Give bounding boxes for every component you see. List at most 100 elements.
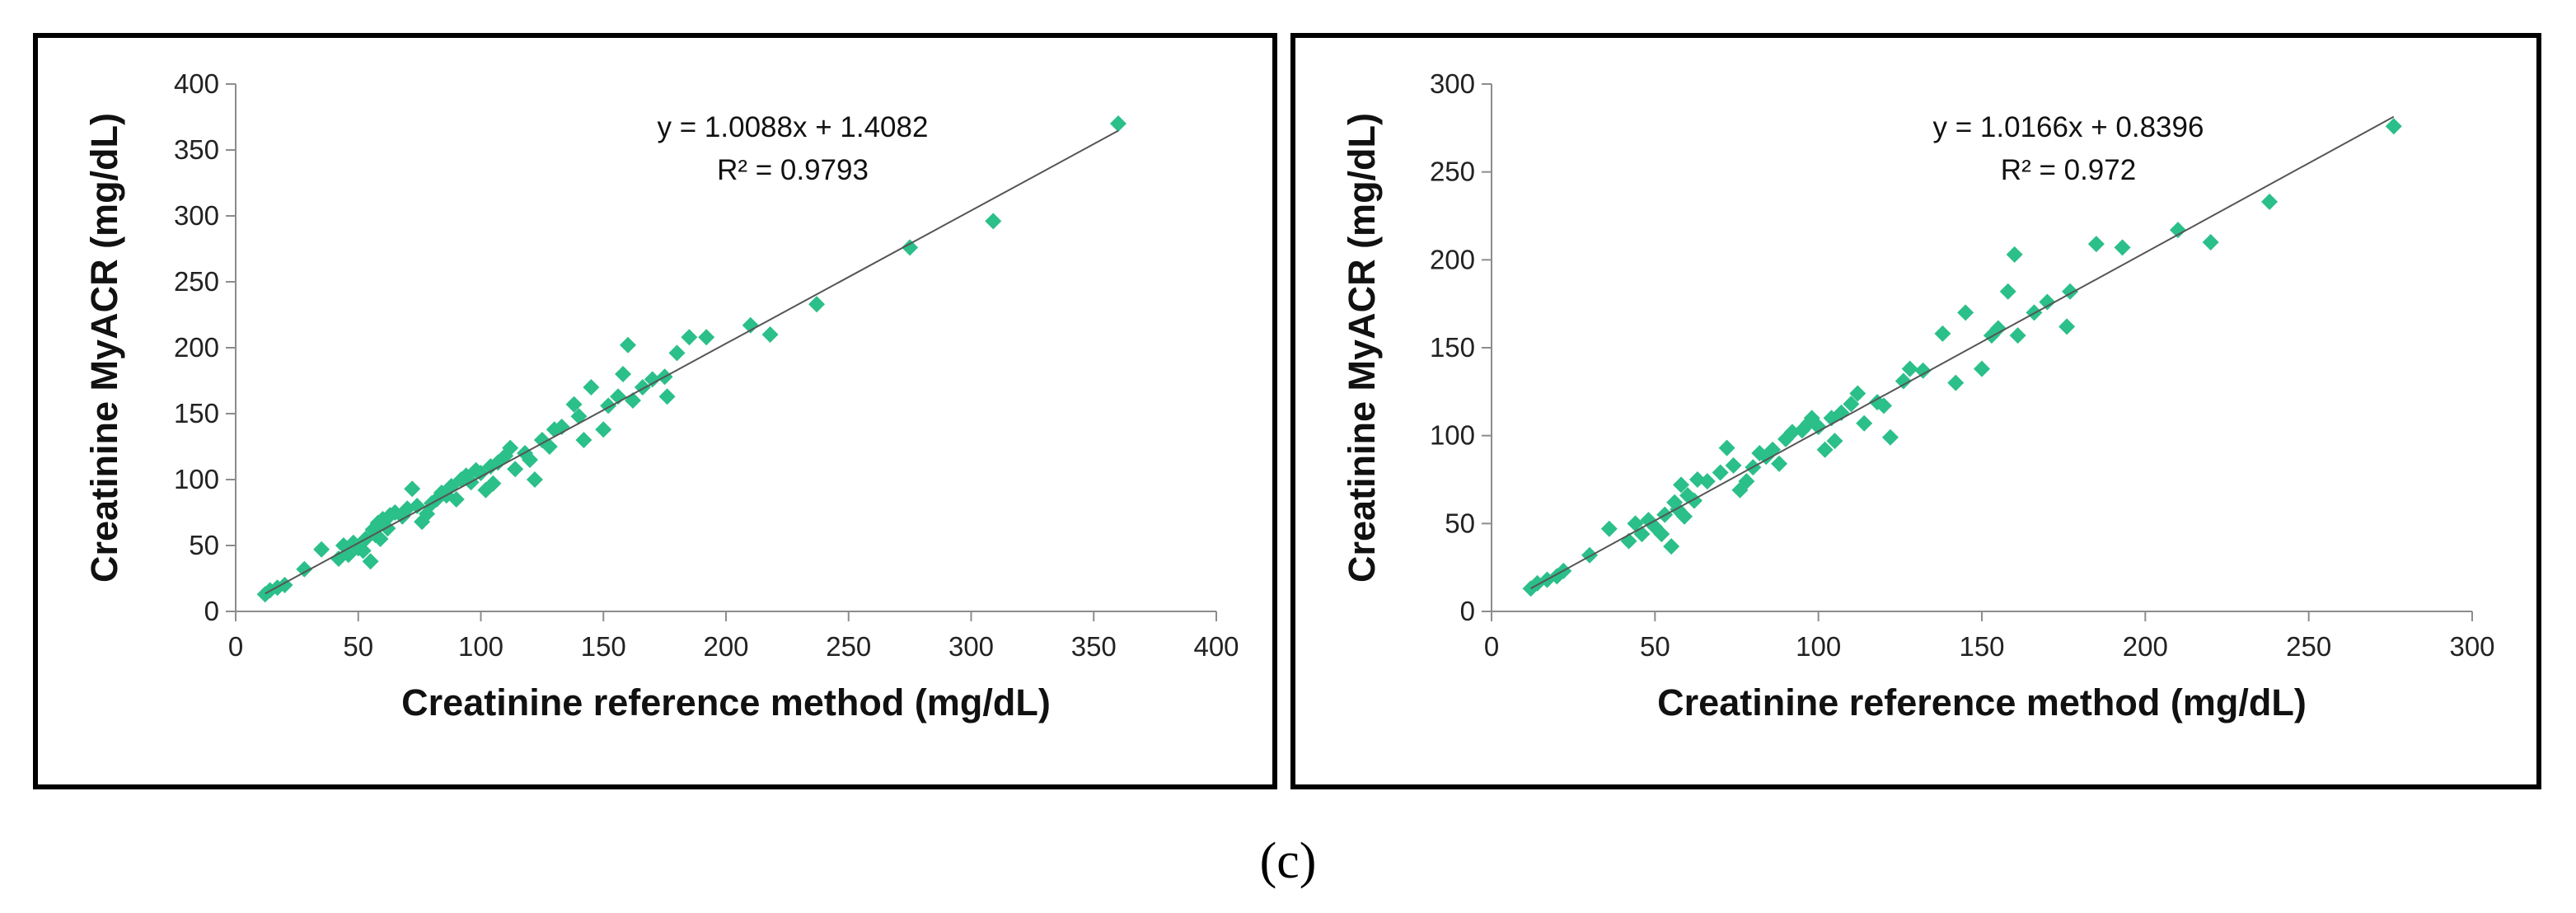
data-point (615, 366, 632, 382)
data-point (644, 371, 661, 388)
scatter-chart-2: 0 50 100 150 200 250 300 0 50 100 150 200 250 300 Crea… (1341, 68, 2495, 723)
y-tick-label: 0 (1460, 596, 1475, 626)
x-axis-title: Creatinine reference method (mg/dL) (401, 681, 1051, 723)
trendline (1530, 115, 2395, 590)
data-point (1999, 283, 2016, 300)
data-point (1947, 374, 1965, 391)
data-point (522, 452, 538, 468)
data-point (447, 491, 465, 508)
y-tick-label: 400 (174, 68, 219, 99)
data-point (1974, 360, 1990, 377)
r-squared-label: R² = 0.972 (2001, 154, 2136, 186)
chart-panel-right: 0 50 100 150 200 250 300 0 50 100 150 200 250 300 Crea… (1290, 33, 2541, 789)
y-axis-title: Creatinine MyACR (mg/dL) (1341, 113, 1383, 583)
y-tick-label: 250 (1430, 157, 1475, 187)
data-point (372, 531, 389, 547)
y-tick-label: 100 (1430, 420, 1475, 451)
data-point (1826, 433, 1843, 450)
x-tick-label: 200 (2123, 631, 2168, 662)
data-point (404, 480, 421, 498)
data-point (902, 239, 919, 256)
data-point (1731, 481, 1749, 499)
data-point (2087, 236, 2105, 253)
x-tick-label: 150 (581, 631, 626, 662)
data-point (595, 421, 612, 438)
data-point (1663, 538, 1680, 555)
data-point (1738, 473, 1755, 490)
scatter-chart-1: 0 50 100 150 200 250 300 350 400 0 50 100 150 200 250 3… (83, 68, 1239, 723)
data-point (1712, 464, 1729, 481)
data-point (761, 326, 779, 343)
data-point (502, 439, 519, 457)
data-point (1110, 115, 1126, 132)
x-tick-label: 250 (826, 631, 871, 662)
data-point (1771, 455, 1788, 472)
data-point (1620, 532, 1637, 550)
data-point (2170, 222, 2186, 239)
data-point (1843, 396, 1860, 413)
x-tick-label: 100 (458, 631, 503, 662)
data-point (1653, 526, 1670, 543)
data-point (575, 432, 592, 448)
y-tick-label: 50 (1445, 508, 1475, 538)
data-point (1934, 325, 1951, 342)
trendline-equation: y = 1.0166x + 0.8396 (1933, 111, 2204, 143)
data-point (313, 541, 330, 558)
data-point (409, 498, 426, 514)
r-squared-label: R² = 0.9793 (717, 154, 869, 186)
data-point (808, 296, 826, 313)
x-tick-label: 400 (1193, 631, 1239, 662)
data-point (620, 336, 636, 353)
y-tick-label: 200 (174, 332, 219, 363)
y-tick-label: 150 (1430, 332, 1475, 363)
trendline (265, 129, 1119, 595)
x-tick-label: 0 (228, 631, 243, 662)
data-point (362, 553, 379, 570)
data-point (526, 471, 543, 488)
x-tick-label: 100 (1796, 631, 1841, 662)
data-point (354, 542, 372, 560)
data-point (541, 438, 558, 455)
data-point (1581, 546, 1598, 564)
data-point (2261, 193, 2279, 210)
data-point (2039, 293, 2056, 311)
data-point (1881, 428, 1899, 446)
y-tick-label: 350 (174, 134, 219, 165)
data-point (1600, 520, 1618, 537)
data-point (1856, 414, 1873, 432)
data-point (658, 388, 676, 405)
y-tick-label: 50 (189, 530, 219, 560)
y-tick-label: 100 (174, 464, 219, 494)
data-point (668, 344, 686, 362)
data-point (1876, 397, 1892, 414)
data-point (2385, 118, 2402, 135)
data-point (1685, 492, 1703, 509)
data-point (1698, 473, 1716, 490)
data-point (485, 475, 502, 492)
x-tick-label: 350 (1071, 631, 1117, 662)
data-point (1725, 457, 1742, 474)
data-point (1849, 385, 1866, 402)
data-point (2006, 246, 2023, 263)
x-tick-label: 150 (1959, 631, 2004, 662)
x-tick-label: 50 (343, 631, 373, 662)
y-axis-title: Creatinine MyACR (mg/dL) (83, 113, 125, 583)
data-point (2114, 239, 2131, 256)
data-point (1718, 439, 1735, 457)
data-point (1627, 515, 1644, 532)
y-tick-label: 250 (174, 266, 219, 297)
data-point (2009, 327, 2026, 344)
x-tick-label: 200 (703, 631, 748, 662)
y-tick-label: 300 (1430, 68, 1475, 99)
x-tick-label: 300 (2449, 631, 2494, 662)
data-point (1548, 568, 1566, 585)
data-point (583, 379, 600, 396)
data-point (1673, 476, 1690, 494)
data-point (1676, 508, 1693, 525)
x-tick-label: 0 (1484, 631, 1499, 662)
data-point (1957, 304, 1974, 321)
data-point (507, 461, 524, 478)
y-tick-label: 200 (1430, 244, 1475, 274)
data-point (698, 329, 715, 346)
data-point (681, 329, 698, 346)
